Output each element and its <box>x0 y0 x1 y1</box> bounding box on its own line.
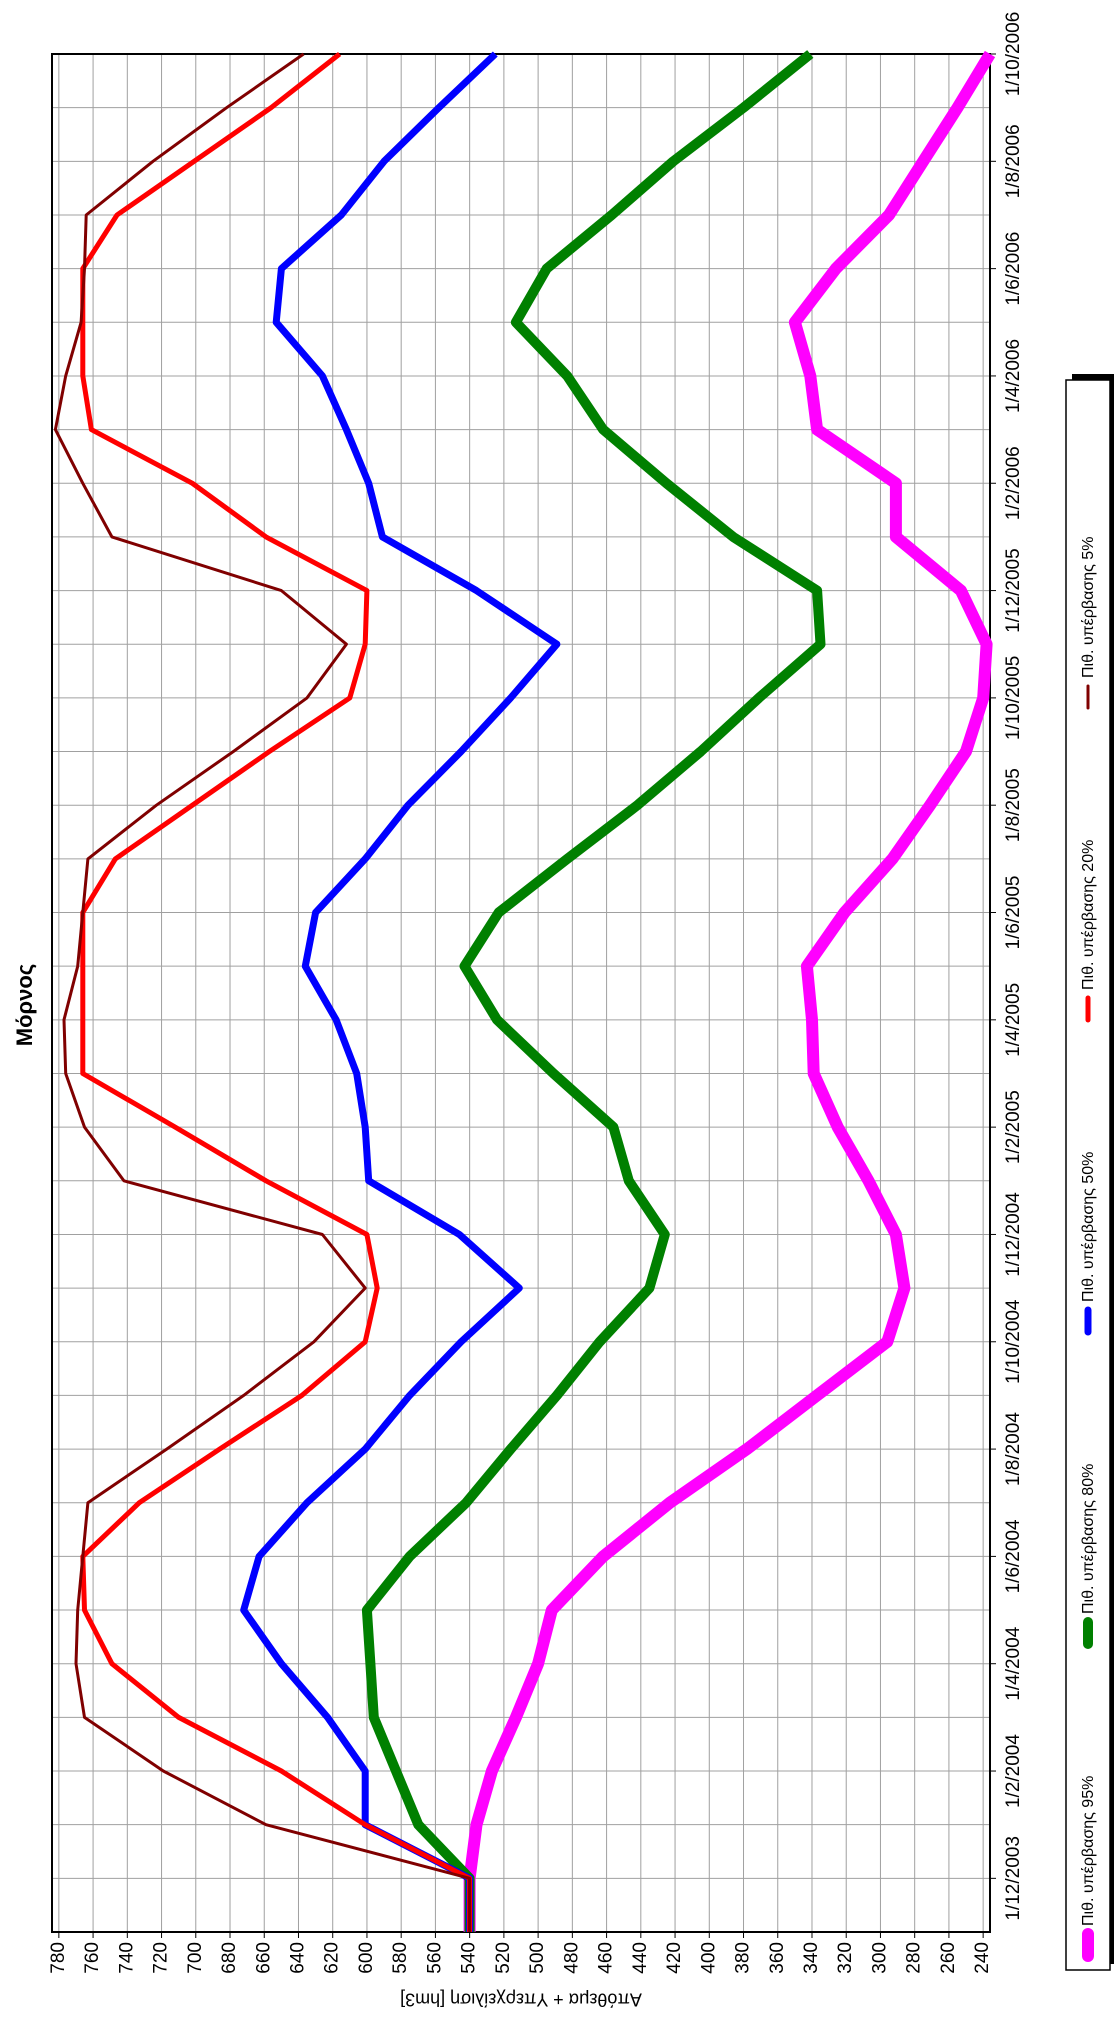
x-tick-label: 1/2/2005 <box>1003 1090 1024 1164</box>
y-tick-label: 720 <box>151 1942 172 1974</box>
legend-label: Πιθ. υπέρβασης 95% <box>1080 1776 1097 1926</box>
y-tick-label: 760 <box>82 1942 103 1974</box>
legend-label: Πιθ. υπέρβασης 20% <box>1080 840 1097 990</box>
x-tick-label: 1/4/2005 <box>1003 983 1024 1057</box>
y-tick-label: 780 <box>48 1942 69 1974</box>
y-tick-label: 540 <box>459 1942 480 1974</box>
legend-label: Πιθ. υπέρβασης 80% <box>1080 1464 1097 1614</box>
legend-label: Πιθ. υπέρβασης 50% <box>1080 1152 1097 1302</box>
legend-label: Πιθ. υπέρβασης 5% <box>1080 537 1097 678</box>
x-tick-label: 1/10/2004 <box>1003 1299 1024 1384</box>
series-line <box>80 52 473 1932</box>
y-tick-label: 360 <box>767 1942 788 1974</box>
x-tick-label: 1/10/2005 <box>1003 656 1024 741</box>
y-tick-label: 320 <box>835 1942 856 1974</box>
y-tick-label: 640 <box>287 1942 308 1974</box>
y-tick-label: 520 <box>493 1942 514 1974</box>
y-tick-label: 500 <box>527 1942 548 1974</box>
x-tick-label: 1/4/2006 <box>1003 339 1024 413</box>
y-tick-label: 340 <box>801 1942 822 1974</box>
x-tick-label: 1/6/2006 <box>1003 232 1024 306</box>
y-tick-label: 300 <box>869 1942 890 1974</box>
y-tick-label: 380 <box>733 1942 754 1974</box>
series-line <box>361 50 826 1932</box>
x-tick-label: 1/12/2005 <box>1003 548 1024 633</box>
chart-body: Μόρνος Απόθεμα + Υπερχείλιση [hm3] 240 26… <box>12 12 1114 2009</box>
x-tick-label: 1/2/2004 <box>1003 1734 1024 1808</box>
plot-area <box>52 54 990 1932</box>
x-tick-label: 1/12/2004 <box>1003 1192 1024 1277</box>
series-line <box>53 52 472 1932</box>
x-tick-label: 1/2/2006 <box>1003 446 1024 520</box>
x-tick-label: 1/8/2005 <box>1003 768 1024 842</box>
y-tick-label: 560 <box>424 1942 445 1974</box>
y-tick-label: 420 <box>664 1942 685 1974</box>
series-line <box>240 51 561 1932</box>
y-tick-label: 580 <box>390 1942 411 1974</box>
y-tick-label: 260 <box>938 1942 959 1974</box>
y-tick-label: 660 <box>253 1942 274 1974</box>
y-tick-label: 600 <box>356 1942 377 1974</box>
x-tick-label: 1/6/2005 <box>1003 876 1024 950</box>
legend-box <box>1065 379 1111 1971</box>
y-tick-label: 440 <box>630 1942 651 1974</box>
chart-title: Μόρνος <box>12 964 37 1047</box>
x-tick-label: 1/12/2003 <box>1003 1836 1024 1921</box>
y-tick-label: 400 <box>698 1942 719 1974</box>
series-line <box>463 50 996 1932</box>
y-tick-label: 240 <box>972 1942 993 1974</box>
x-tick-label: 1/6/2004 <box>1003 1519 1024 1593</box>
y-tick-label: 740 <box>116 1942 137 1974</box>
y-tick-label: 480 <box>561 1942 582 1974</box>
x-tick-label: 1/8/2004 <box>1003 1412 1024 1486</box>
y-tick-label: 680 <box>219 1942 240 1974</box>
x-tick-label: 1/10/2006 <box>1003 12 1024 97</box>
y-tick-label: 700 <box>185 1942 206 1974</box>
x-tick-label: 1/4/2004 <box>1003 1626 1024 1700</box>
y-tick-label: 620 <box>322 1942 343 1974</box>
x-tick-label: 1/8/2006 <box>1003 124 1024 198</box>
y-tick-label: 460 <box>596 1942 617 1974</box>
y-axis-label: Απόθεμα + Υπερχείλιση [hm3] <box>400 1989 642 2009</box>
y-tick-label: 280 <box>904 1942 925 1974</box>
plot-frame <box>51 53 991 1933</box>
